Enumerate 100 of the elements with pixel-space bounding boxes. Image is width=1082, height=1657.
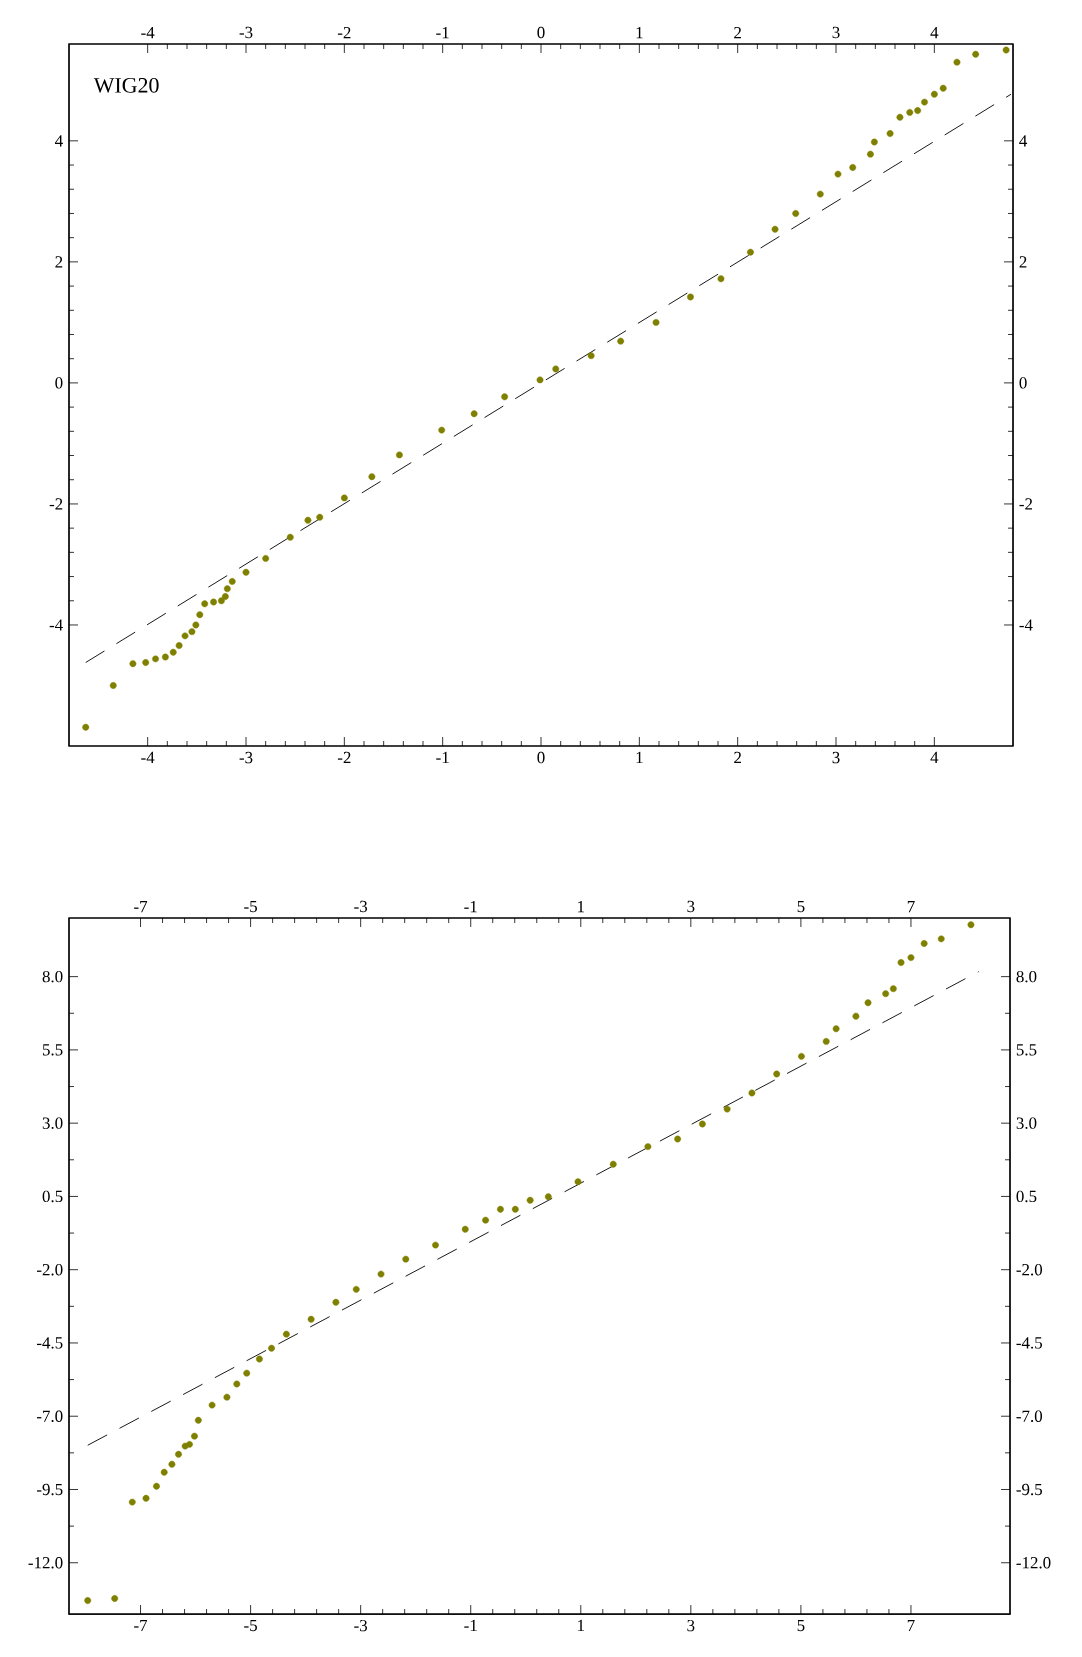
text: WIG20 bbox=[93, 77, 159, 93]
point bbox=[544, 1193, 552, 1201]
point bbox=[536, 376, 544, 384]
x2-tick-label: -3 bbox=[354, 900, 368, 913]
point bbox=[870, 138, 878, 146]
point bbox=[882, 990, 890, 998]
point bbox=[368, 473, 376, 481]
x-tick-label: -5 bbox=[244, 1619, 257, 1632]
x2-tick-label: -1 bbox=[436, 26, 449, 39]
point bbox=[617, 337, 625, 345]
point bbox=[897, 959, 905, 966]
x-tick-label: -1 bbox=[436, 751, 449, 764]
x2-tick-label: -1 bbox=[464, 900, 477, 913]
point bbox=[816, 190, 824, 198]
point bbox=[699, 1120, 706, 1128]
point bbox=[438, 426, 446, 434]
point bbox=[168, 1460, 176, 1468]
point bbox=[867, 150, 874, 158]
point bbox=[511, 1205, 519, 1213]
point bbox=[396, 451, 403, 459]
point bbox=[747, 248, 754, 256]
point bbox=[242, 568, 250, 576]
x2-tick-label: 3 bbox=[832, 26, 840, 39]
point bbox=[402, 1255, 410, 1263]
point bbox=[201, 600, 209, 608]
point bbox=[221, 593, 229, 600]
point bbox=[262, 555, 270, 562]
point bbox=[461, 1225, 469, 1233]
y-tick-label: 2 bbox=[55, 256, 63, 268]
point bbox=[937, 935, 945, 943]
x-tick-label: 5 bbox=[797, 1619, 805, 1632]
y-tick-label: -2 bbox=[49, 498, 63, 510]
point bbox=[109, 682, 117, 689]
point bbox=[432, 1241, 439, 1249]
point bbox=[748, 1089, 756, 1097]
point bbox=[798, 1052, 805, 1060]
y-tick-label: -2.0 bbox=[1016, 1263, 1043, 1276]
point bbox=[652, 318, 660, 326]
x-tick-label: 1 bbox=[578, 1619, 584, 1632]
point bbox=[352, 1285, 360, 1293]
point bbox=[223, 1393, 231, 1401]
point bbox=[674, 1135, 682, 1143]
point bbox=[1002, 46, 1010, 54]
point bbox=[587, 352, 595, 360]
point bbox=[175, 642, 183, 649]
point bbox=[307, 1315, 315, 1323]
x-tick-label: -1 bbox=[464, 1619, 477, 1632]
point bbox=[169, 648, 177, 656]
point bbox=[286, 533, 294, 541]
y-tick-label: 0 bbox=[55, 377, 63, 389]
point bbox=[497, 1205, 504, 1213]
point bbox=[914, 107, 922, 114]
x2-tick-label: 7 bbox=[907, 901, 915, 913]
y-tick-label: -4 bbox=[49, 619, 63, 631]
x2-tick-label: 3 bbox=[687, 900, 695, 913]
point bbox=[967, 921, 975, 929]
point bbox=[792, 210, 800, 217]
point bbox=[175, 1450, 182, 1458]
point bbox=[340, 494, 348, 502]
point bbox=[889, 985, 897, 993]
x-tick-label: -4 bbox=[141, 751, 155, 763]
x2-tick-label: -5 bbox=[244, 900, 257, 913]
point bbox=[186, 1440, 193, 1448]
y-tick-label: -12.0 bbox=[1016, 1557, 1051, 1569]
point bbox=[771, 225, 779, 233]
x-tick-label: 3 bbox=[687, 1619, 695, 1632]
point bbox=[907, 954, 915, 961]
x-tick-label: 0 bbox=[537, 751, 545, 764]
point bbox=[972, 50, 980, 58]
x2-tick-label: -4 bbox=[141, 27, 155, 39]
x2-tick-label: -2 bbox=[337, 26, 351, 39]
x2-tick-label: 2 bbox=[734, 26, 741, 39]
point bbox=[552, 365, 560, 373]
point bbox=[194, 1416, 202, 1424]
point bbox=[501, 393, 509, 401]
x-tick-label: -3 bbox=[239, 751, 253, 764]
x2-tick-label: 5 bbox=[797, 900, 805, 913]
x-tick-label: 3 bbox=[832, 751, 840, 764]
point bbox=[142, 659, 150, 666]
point bbox=[852, 1012, 860, 1020]
point bbox=[282, 1330, 290, 1338]
point bbox=[196, 611, 204, 619]
point bbox=[849, 164, 857, 171]
point bbox=[223, 585, 231, 593]
x2-tick-label: 1 bbox=[636, 26, 643, 39]
point bbox=[953, 58, 961, 66]
point bbox=[832, 1025, 840, 1033]
x2-tick-label: 1 bbox=[578, 900, 584, 913]
point bbox=[482, 1216, 489, 1224]
point bbox=[526, 1196, 534, 1204]
point bbox=[717, 275, 725, 283]
point bbox=[84, 1597, 92, 1604]
point bbox=[210, 598, 217, 606]
point bbox=[128, 1498, 136, 1506]
x-tick-label: -3 bbox=[354, 1619, 368, 1632]
point bbox=[153, 1482, 160, 1490]
point bbox=[233, 1380, 241, 1388]
point bbox=[161, 653, 169, 661]
point bbox=[886, 130, 894, 137]
x2-tick-label: 0 bbox=[537, 26, 545, 39]
